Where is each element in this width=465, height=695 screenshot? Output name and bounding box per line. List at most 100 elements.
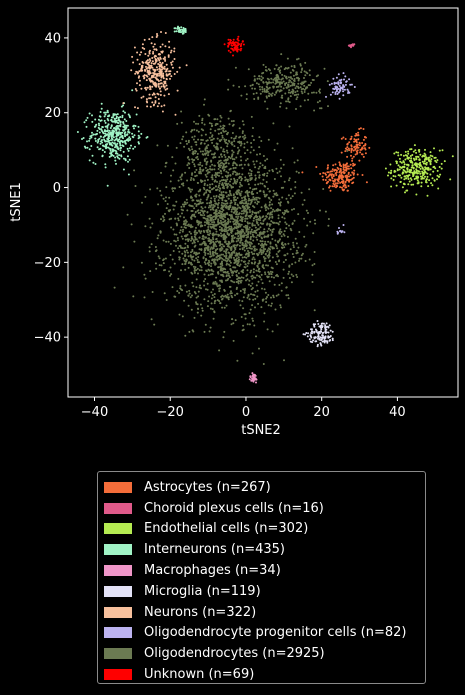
data-point — [209, 307, 212, 310]
data-point — [259, 244, 262, 247]
data-point — [164, 82, 167, 85]
data-point — [335, 76, 338, 79]
data-point — [353, 140, 356, 143]
data-point — [198, 163, 201, 166]
data-point — [181, 263, 184, 266]
data-point — [184, 251, 187, 254]
data-point — [138, 136, 141, 139]
data-point — [190, 251, 192, 254]
data-point — [278, 83, 281, 86]
data-point — [398, 157, 401, 160]
data-point — [212, 245, 215, 248]
data-point — [180, 235, 183, 238]
data-point — [228, 156, 231, 159]
data-point — [207, 154, 210, 157]
data-point — [227, 42, 230, 45]
data-point — [247, 262, 250, 265]
data-point — [190, 130, 193, 133]
data-point — [205, 258, 208, 261]
data-point — [268, 86, 271, 89]
data-point — [211, 258, 214, 261]
data-point — [164, 257, 167, 260]
data-point — [295, 170, 298, 173]
data-point — [258, 228, 260, 230]
data-point — [212, 317, 215, 320]
data-point — [339, 181, 342, 184]
data-point — [213, 293, 216, 295]
data-point — [133, 46, 136, 49]
data-point — [144, 61, 147, 64]
data-point — [428, 156, 431, 159]
data-point — [220, 204, 223, 207]
data-point — [190, 237, 193, 240]
data-point — [313, 309, 316, 312]
data-point — [236, 359, 239, 362]
data-point — [200, 141, 203, 144]
data-point — [266, 296, 268, 298]
data-point — [108, 135, 111, 138]
data-point — [245, 98, 248, 100]
data-point — [295, 85, 298, 88]
data-point — [199, 200, 202, 203]
data-point — [110, 135, 113, 138]
data-point — [226, 151, 229, 154]
legend-item: Endothelial cells (n=302) — [104, 519, 425, 540]
data-point — [235, 156, 238, 159]
data-point — [230, 249, 233, 251]
data-point — [239, 49, 242, 52]
data-point — [286, 200, 289, 203]
data-point — [193, 245, 196, 248]
data-point — [173, 262, 176, 265]
data-point — [362, 138, 365, 141]
data-point — [168, 270, 171, 273]
data-point — [232, 220, 235, 223]
data-point — [238, 164, 241, 167]
data-point — [245, 245, 248, 248]
data-point — [277, 275, 279, 278]
data-point — [238, 299, 241, 302]
data-point — [164, 269, 166, 271]
data-point — [252, 205, 254, 208]
data-point — [225, 183, 228, 186]
data-point — [255, 198, 258, 201]
data-point — [261, 182, 264, 185]
data-point — [277, 76, 280, 79]
data-point — [342, 72, 345, 75]
data-point — [205, 175, 208, 178]
data-point — [145, 67, 148, 70]
data-point — [239, 192, 242, 195]
data-point — [201, 201, 204, 204]
data-point — [257, 196, 259, 199]
data-point — [289, 248, 292, 251]
data-point — [190, 177, 193, 179]
data-point — [175, 200, 178, 203]
data-point — [233, 223, 235, 226]
data-point — [240, 217, 243, 220]
data-point — [197, 240, 199, 243]
data-point — [208, 264, 210, 267]
data-point — [337, 180, 340, 183]
data-point — [192, 150, 195, 153]
data-point — [326, 341, 329, 344]
data-point — [235, 208, 238, 211]
data-point — [247, 250, 249, 252]
data-point — [318, 100, 321, 102]
data-point — [312, 339, 315, 342]
data-point — [264, 291, 267, 294]
data-point — [256, 266, 259, 268]
data-point — [256, 77, 259, 80]
data-point — [184, 203, 187, 206]
data-point — [225, 257, 228, 260]
data-point — [324, 326, 327, 329]
data-point — [272, 208, 275, 211]
data-point — [250, 251, 253, 254]
data-point — [160, 75, 163, 78]
data-point — [182, 184, 185, 187]
data-point — [245, 209, 248, 211]
data-point — [185, 64, 188, 67]
data-point — [243, 249, 246, 252]
data-point — [106, 125, 109, 128]
data-point — [418, 150, 421, 153]
data-point — [167, 93, 170, 96]
data-point — [244, 288, 246, 290]
